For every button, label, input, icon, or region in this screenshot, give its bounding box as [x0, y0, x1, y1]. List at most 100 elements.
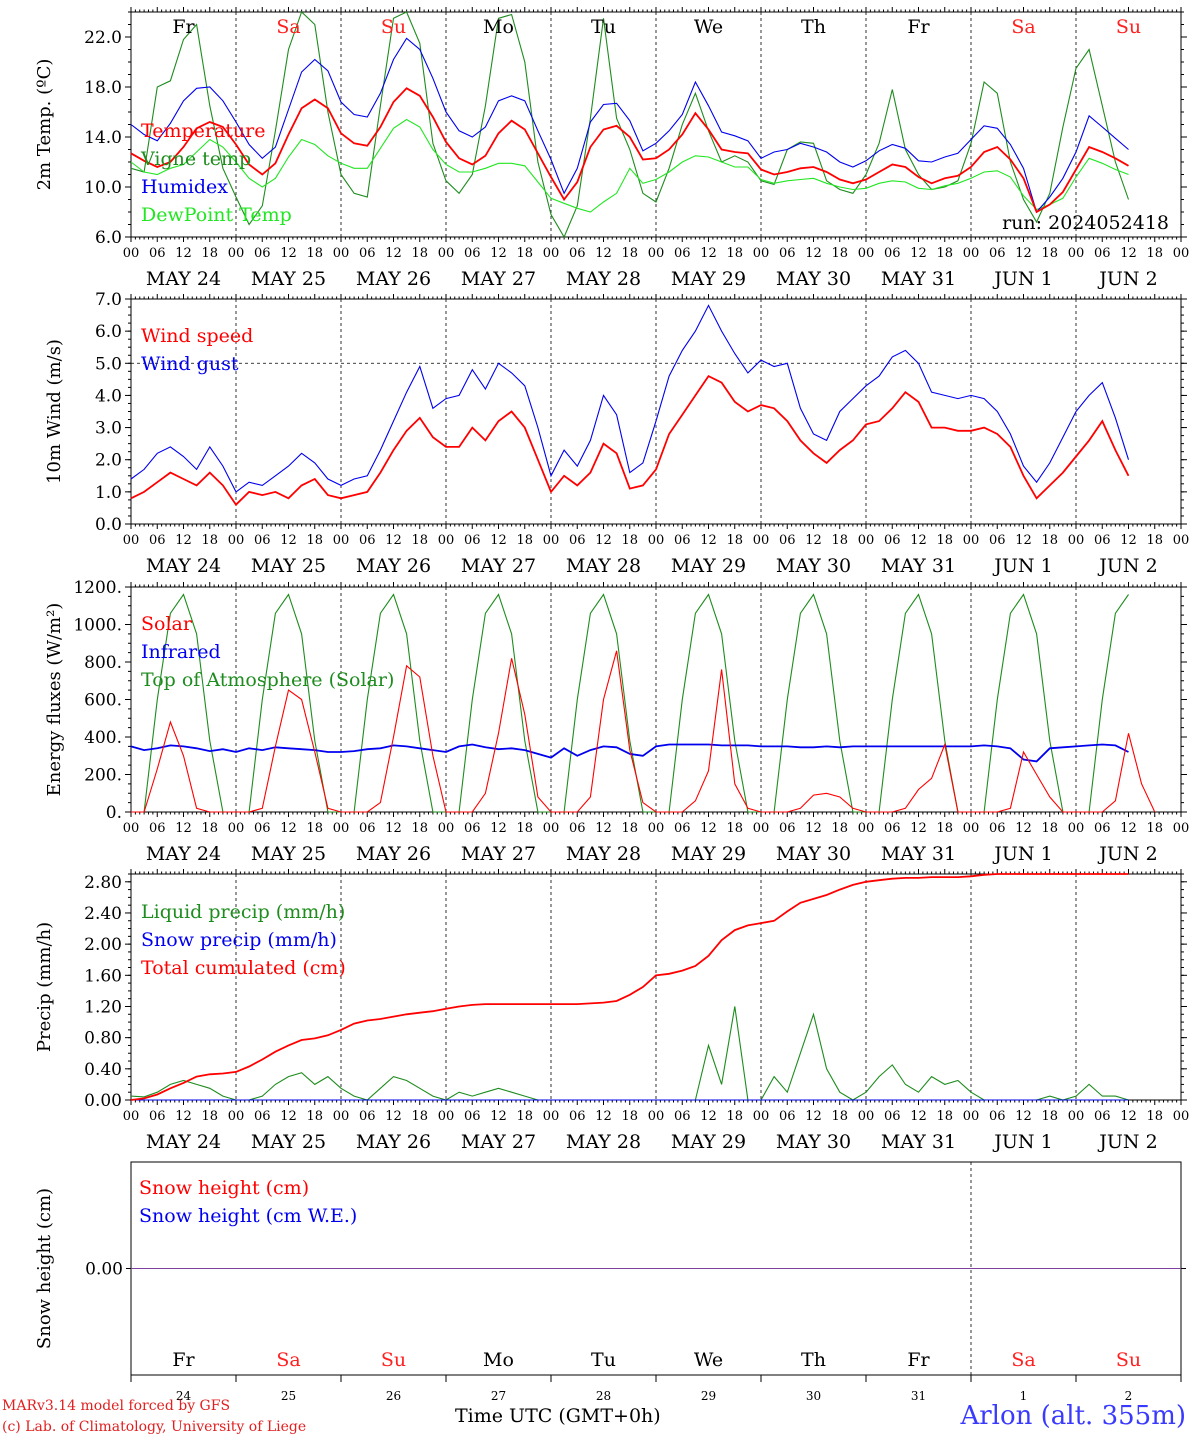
hour-tick-label: 00: [123, 821, 140, 836]
y-tick-label: 800.: [84, 653, 122, 673]
hour-tick-label: 00: [753, 533, 770, 548]
hour-tick-label: 18: [621, 246, 638, 261]
hour-tick-label: 00: [333, 821, 350, 836]
y-tick-label: 1.60: [84, 966, 122, 986]
panel-1: [125, 7, 1187, 242]
day-number-label: 1: [1020, 1389, 1028, 1403]
y-axis-title: Energy fluxes (W/m²): [44, 603, 65, 797]
hour-tick-label: 06: [149, 821, 166, 836]
hour-tick-label: 12: [490, 246, 507, 261]
date-label: JUN 2: [1097, 268, 1157, 290]
hour-tick-label: 18: [201, 533, 218, 548]
legend-dewpoint-temp: DewPoint Temp: [141, 204, 292, 226]
y-tick-label: 2.0: [95, 451, 122, 471]
date-label: MAY 30: [776, 268, 851, 290]
hour-tick-label: 00: [963, 821, 980, 836]
hour-tick-label: 06: [989, 246, 1006, 261]
hour-tick-label: 00: [228, 533, 245, 548]
panel-3: [125, 582, 1187, 817]
date-label: MAY 24: [146, 843, 221, 865]
date-label: JUN 1: [992, 268, 1052, 290]
hour-tick-label: 06: [464, 533, 481, 548]
hour-tick-label: 06: [359, 533, 376, 548]
legend-temperature: Temperature: [141, 120, 265, 142]
hour-tick-label: 18: [936, 246, 953, 261]
day-number-label: 26: [386, 1389, 401, 1403]
weekday-label: Fr: [907, 16, 930, 38]
hour-tick-label: 12: [700, 533, 717, 548]
y-tick-label: 0.80: [84, 1029, 122, 1049]
legend-snow-precip-mm-h-: Snow precip (mm/h): [141, 929, 337, 951]
hour-tick-label: 18: [831, 246, 848, 261]
run-label: run: 2024052418: [1002, 212, 1169, 234]
hour-tick-label: 06: [884, 246, 901, 261]
hour-tick-label: 18: [1146, 533, 1163, 548]
hour-tick-label: 12: [1015, 1109, 1032, 1124]
hour-tick-label: 06: [779, 533, 796, 548]
hour-tick-label: 12: [175, 1109, 192, 1124]
hour-tick-label: 18: [621, 1109, 638, 1124]
hour-tick-label: 18: [201, 1109, 218, 1124]
hour-tick-label: 00: [438, 821, 455, 836]
hour-tick-label: 00: [753, 821, 770, 836]
hour-tick-label: 18: [1146, 821, 1163, 836]
hour-tick-label: 18: [201, 246, 218, 261]
y-tick-label: 0.40: [84, 1060, 122, 1080]
hour-tick-label: 06: [779, 246, 796, 261]
hour-tick-label: 00: [963, 246, 980, 261]
hour-tick-label: 06: [464, 246, 481, 261]
weekday-label: Fr: [172, 16, 195, 38]
hour-tick-label: 12: [175, 533, 192, 548]
hour-tick-label: 00: [123, 246, 140, 261]
date-label: MAY 25: [251, 555, 326, 577]
hour-tick-label: 00: [543, 821, 560, 836]
hour-tick-label: 06: [674, 821, 691, 836]
hour-tick-label: 18: [1041, 246, 1058, 261]
day-number-label: 2: [1125, 1389, 1133, 1403]
hour-tick-label: 06: [464, 821, 481, 836]
hour-tick-label: 18: [726, 246, 743, 261]
hour-tick-label: 00: [123, 1109, 140, 1124]
series-line-dewpoint-temp: [130, 118, 1129, 213]
weekday-label: Su: [381, 16, 406, 38]
weekday-label: Sa: [1011, 16, 1035, 38]
y-tick-label: 0.00: [85, 1260, 123, 1280]
legend-humidex: Humidex: [141, 176, 228, 198]
hour-tick-label: 06: [779, 821, 796, 836]
hour-tick-label: 12: [175, 246, 192, 261]
date-label: MAY 27: [461, 268, 536, 290]
hour-tick-label: 00: [648, 533, 665, 548]
y-tick-label: 0.0: [95, 515, 122, 535]
hour-tick-label: 00: [333, 246, 350, 261]
hour-tick-label: 12: [280, 1109, 297, 1124]
hour-tick-label: 12: [490, 533, 507, 548]
hour-tick-label: 12: [1015, 246, 1032, 261]
hour-tick-label: 18: [1041, 1109, 1058, 1124]
hour-tick-label: 12: [1120, 1109, 1137, 1124]
hour-tick-label: 00: [963, 533, 980, 548]
series-line-solar: [131, 650, 1156, 813]
date-label: MAY 29: [671, 1131, 746, 1153]
hour-tick-label: 06: [1094, 246, 1111, 261]
hour-tick-label: 00: [1173, 821, 1190, 836]
hour-tick-label: 06: [1094, 821, 1111, 836]
hour-tick-label: 06: [884, 533, 901, 548]
date-label: MAY 25: [251, 268, 326, 290]
y-tick-label: 7.0: [95, 290, 122, 310]
hour-tick-label: 00: [228, 821, 245, 836]
hour-tick-label: 12: [175, 821, 192, 836]
weekday-label: Mo: [483, 1349, 514, 1371]
hour-tick-label: 00: [648, 246, 665, 261]
hour-tick-label: 12: [1120, 533, 1137, 548]
y-axis-title: 10m Wind (m/s): [44, 339, 65, 484]
hour-tick-label: 12: [805, 821, 822, 836]
series-line-wind-speed: [130, 374, 1130, 507]
hour-tick-label: 06: [254, 246, 271, 261]
hour-tick-label: 00: [1173, 246, 1190, 261]
hour-tick-label: 06: [884, 821, 901, 836]
series-line-humidex: [130, 37, 1129, 214]
hour-tick-label: 00: [1068, 246, 1085, 261]
hour-tick-label: 06: [674, 1109, 691, 1124]
weekday-label: Th: [801, 16, 826, 38]
